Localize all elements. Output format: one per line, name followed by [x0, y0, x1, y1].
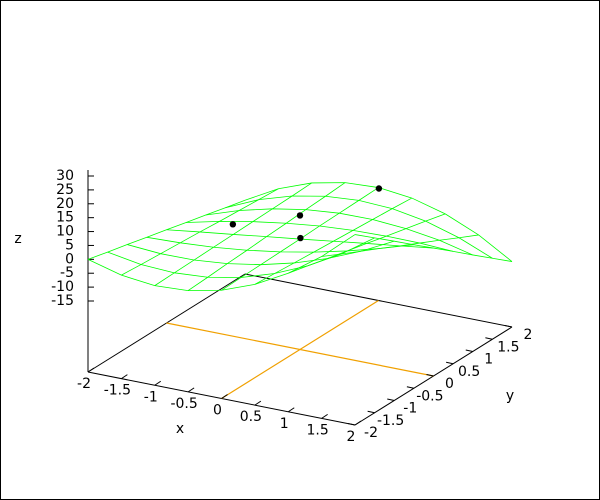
x-tick-label: -0.5: [170, 396, 197, 412]
x-tick: [354, 420, 362, 426]
z-tick-label: -5: [60, 265, 74, 281]
z-tick-label: -10: [51, 279, 74, 295]
y-tick: [465, 349, 473, 352]
x-tick: [87, 367, 95, 373]
y-tick-label: 1: [484, 352, 493, 368]
y-tick-label: 1.5: [497, 339, 519, 355]
surface-line: [288, 213, 446, 274]
x-tick-label: 1: [280, 416, 289, 432]
y-tick: [387, 398, 395, 401]
surface-line: [254, 197, 413, 285]
y-tick-label: 0: [445, 376, 454, 392]
x-tick: [154, 380, 162, 386]
x-tick: [287, 407, 295, 413]
z-tick-label: 10: [56, 224, 74, 240]
x-tick-label: 2: [347, 429, 356, 445]
x-tick: [121, 374, 128, 380]
x-tick-label: -1: [144, 389, 158, 405]
surface-line: [154, 182, 312, 286]
z-tick-label: 5: [65, 237, 74, 253]
y-tick: [485, 337, 493, 340]
x-tick: [254, 400, 262, 406]
surface-line: [187, 182, 346, 291]
zero-axis: [166, 322, 434, 377]
x-tick-label: 0.5: [240, 409, 262, 425]
z-tick-label: 30: [56, 168, 74, 184]
surface-line: [354, 234, 513, 262]
y-tick: [367, 410, 375, 414]
y-tick-label: 2: [524, 327, 533, 343]
y-tick-label: 0.5: [458, 364, 480, 380]
data-point: [375, 185, 383, 192]
x-axis-label: x: [176, 421, 184, 437]
z-tick-label: 15: [56, 210, 74, 226]
y-axis-label: y: [506, 388, 514, 404]
y-tick: [406, 386, 414, 389]
x-tick-label: 0: [213, 403, 222, 419]
z-tick-label: 20: [56, 196, 74, 212]
data-point: [296, 212, 304, 219]
y-tick: [426, 374, 434, 377]
data-point: [297, 234, 304, 242]
z-axis-label: z: [14, 231, 21, 247]
surface-line: [87, 199, 246, 260]
y-tick: [347, 423, 356, 426]
y-tick-label: -2: [364, 425, 378, 441]
y-tick-label: -1: [403, 401, 417, 417]
x-tick-label: 1.5: [306, 422, 328, 438]
y-tick-label: -0.5: [416, 388, 443, 404]
z-tick-label: 25: [56, 182, 74, 198]
surface-line: [121, 188, 279, 276]
y-tick: [504, 325, 513, 328]
data-point: [229, 221, 237, 228]
x-tick-label: -2: [77, 376, 91, 392]
x-tick: [187, 387, 195, 393]
z-tick-label: 0: [65, 251, 74, 267]
x-tick-label: -1.5: [104, 383, 131, 399]
x-tick: [221, 394, 228, 399]
surface-line: [321, 234, 479, 257]
y-tick-label: -1.5: [377, 413, 404, 429]
x-tick: [321, 413, 328, 419]
z-tick-label: -15: [51, 293, 74, 309]
y-tick: [446, 361, 454, 365]
